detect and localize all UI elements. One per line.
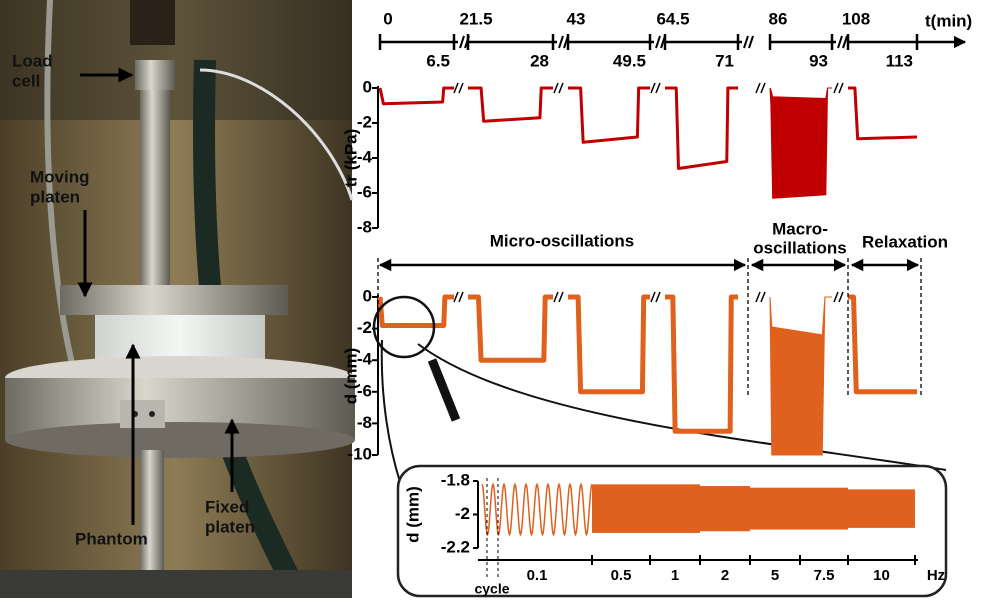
data-line bbox=[378, 86, 918, 170]
axis-break bbox=[743, 35, 754, 49]
axis-break bbox=[755, 82, 766, 94]
axis-break bbox=[553, 291, 564, 303]
x-tick-label: 86 bbox=[769, 9, 788, 28]
oscillation-band bbox=[650, 484, 700, 533]
axis-break bbox=[655, 35, 666, 49]
annotation: Micro-oscillations bbox=[490, 231, 635, 250]
y-tick-label: -8 bbox=[357, 217, 372, 236]
photo-label: Moving bbox=[30, 167, 90, 186]
x-tick-label: 43 bbox=[567, 9, 586, 28]
x-tick-label: 21.5 bbox=[459, 9, 492, 28]
x-tick-label: 10 bbox=[873, 567, 890, 584]
axis-break bbox=[558, 35, 569, 49]
annotation: Relaxation bbox=[862, 232, 948, 251]
axis-break bbox=[453, 82, 464, 94]
photo-label: platen bbox=[30, 187, 80, 206]
y-tick-label: 0 bbox=[363, 77, 372, 96]
y-tick-label: 0 bbox=[363, 286, 372, 305]
axis-break bbox=[650, 82, 661, 94]
x-tick-label: 7.5 bbox=[814, 567, 835, 584]
x-tick-label: 93 bbox=[809, 51, 828, 70]
x-tick-label: 0 bbox=[383, 9, 392, 28]
axis-break bbox=[553, 82, 564, 94]
x-tick-label: 64.5 bbox=[656, 9, 689, 28]
y-axis-label: d (mm) bbox=[341, 348, 360, 405]
axis-break bbox=[833, 82, 844, 94]
axis-break bbox=[755, 291, 766, 303]
axis-break bbox=[833, 291, 844, 303]
oscillation-band bbox=[700, 486, 750, 532]
magnifier bbox=[380, 339, 948, 598]
y-tick-label: -2 bbox=[357, 112, 372, 131]
axis-break bbox=[837, 35, 848, 49]
y-tick-label: -2 bbox=[357, 318, 372, 337]
y-axis-label: d (mm) bbox=[403, 486, 422, 543]
x-tick-label: 1 bbox=[671, 567, 679, 584]
oscillation-band bbox=[800, 487, 848, 530]
y-tick-label: -6 bbox=[357, 381, 372, 400]
y-tick-label: -2 bbox=[455, 504, 470, 523]
axis-break bbox=[453, 291, 464, 303]
y-tick-label: -2.2 bbox=[441, 537, 470, 556]
x-tick-label: 49.5 bbox=[613, 51, 646, 70]
x-tick-label: 113 bbox=[886, 51, 913, 70]
x-tick-label: 6.5 bbox=[426, 51, 450, 70]
y-tick-label: -8 bbox=[357, 413, 372, 432]
x-tick-label: 71 bbox=[715, 51, 734, 70]
oscillation-band bbox=[592, 484, 650, 533]
y-tick-label: -4 bbox=[357, 350, 373, 369]
x-tick-label: 5 bbox=[771, 567, 779, 584]
x-tick-label: 0.5 bbox=[611, 567, 632, 584]
x-tick-label: 28 bbox=[530, 51, 549, 70]
y-tick-label: -1.8 bbox=[441, 470, 470, 489]
x-tick-label: 0.1 bbox=[527, 567, 548, 584]
data-line bbox=[377, 294, 917, 434]
oscillation-band bbox=[848, 489, 915, 528]
y-tick-label: -10 bbox=[347, 444, 372, 463]
y-tick-label: -6 bbox=[357, 182, 372, 201]
oscillation-band bbox=[769, 296, 832, 456]
oscillation-band bbox=[769, 87, 832, 199]
photo-label: Fixed bbox=[205, 497, 249, 516]
photo-label: cell bbox=[12, 71, 40, 90]
x-tick-label: 2 bbox=[721, 567, 729, 584]
photo-label: platen bbox=[205, 517, 255, 536]
y-axis-label: tr (kPa) bbox=[341, 129, 360, 188]
oscillation-band bbox=[750, 487, 800, 530]
photo-label: Load bbox=[12, 51, 53, 70]
cycle-label: cycle bbox=[474, 581, 509, 597]
magnifier-lens bbox=[372, 295, 436, 359]
photo-label: Phantom bbox=[75, 529, 148, 548]
photo bbox=[0, 0, 355, 603]
x-axis-label: t(min) bbox=[925, 11, 972, 30]
axis-break bbox=[650, 291, 661, 303]
x-tick-label: 108 bbox=[842, 9, 870, 28]
oscillation bbox=[481, 482, 593, 537]
annotation: Macro- bbox=[772, 219, 828, 238]
y-tick-label: -4 bbox=[357, 147, 373, 166]
annotation: oscillations bbox=[753, 238, 847, 257]
x-axis-unit: Hz bbox=[927, 567, 945, 584]
